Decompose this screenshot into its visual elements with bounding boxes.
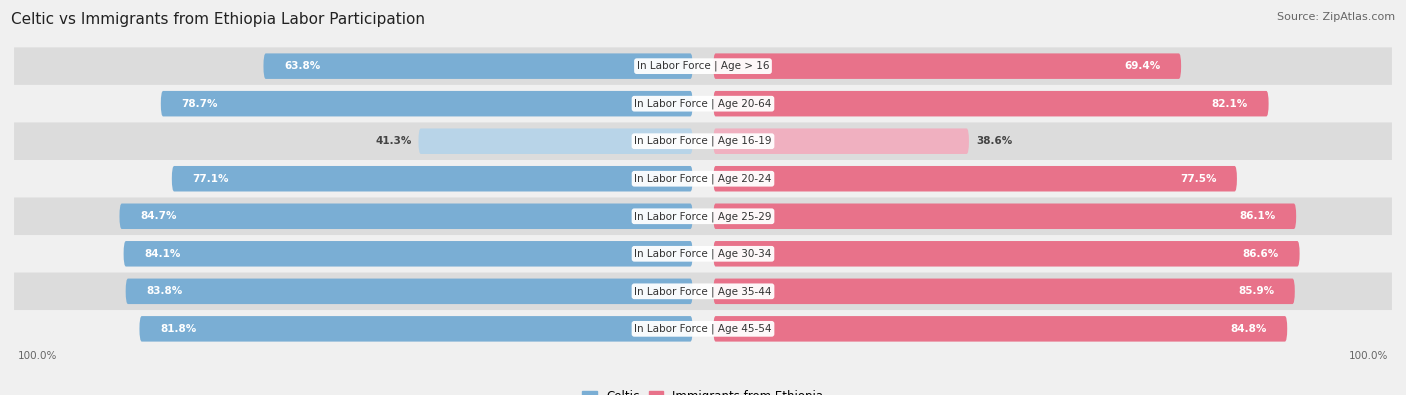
Text: 100.0%: 100.0% — [1350, 351, 1389, 361]
Text: In Labor Force | Age > 16: In Labor Force | Age > 16 — [637, 61, 769, 71]
Text: 78.7%: 78.7% — [181, 99, 218, 109]
Text: 69.4%: 69.4% — [1125, 61, 1160, 71]
FancyBboxPatch shape — [263, 53, 693, 79]
Text: 100.0%: 100.0% — [17, 351, 56, 361]
FancyBboxPatch shape — [14, 85, 1392, 122]
Text: In Labor Force | Age 35-44: In Labor Force | Age 35-44 — [634, 286, 772, 297]
FancyBboxPatch shape — [120, 203, 693, 229]
Text: 41.3%: 41.3% — [375, 136, 412, 146]
FancyBboxPatch shape — [713, 53, 1181, 79]
FancyBboxPatch shape — [14, 122, 1392, 160]
Text: In Labor Force | Age 25-29: In Labor Force | Age 25-29 — [634, 211, 772, 222]
FancyBboxPatch shape — [160, 91, 693, 117]
FancyBboxPatch shape — [713, 203, 1296, 229]
FancyBboxPatch shape — [14, 273, 1392, 310]
Text: 63.8%: 63.8% — [284, 61, 321, 71]
Text: 84.1%: 84.1% — [145, 249, 180, 259]
Text: 84.8%: 84.8% — [1230, 324, 1267, 334]
Text: In Labor Force | Age 16-19: In Labor Force | Age 16-19 — [634, 136, 772, 147]
Text: In Labor Force | Age 30-34: In Labor Force | Age 30-34 — [634, 248, 772, 259]
Text: Celtic vs Immigrants from Ethiopia Labor Participation: Celtic vs Immigrants from Ethiopia Labor… — [11, 12, 425, 27]
FancyBboxPatch shape — [713, 91, 1268, 117]
FancyBboxPatch shape — [713, 278, 1295, 304]
Text: Source: ZipAtlas.com: Source: ZipAtlas.com — [1277, 12, 1395, 22]
FancyBboxPatch shape — [14, 160, 1392, 198]
Text: 84.7%: 84.7% — [141, 211, 177, 221]
Text: In Labor Force | Age 20-64: In Labor Force | Age 20-64 — [634, 98, 772, 109]
FancyBboxPatch shape — [172, 166, 693, 192]
FancyBboxPatch shape — [713, 316, 1288, 342]
Text: 82.1%: 82.1% — [1212, 99, 1249, 109]
FancyBboxPatch shape — [713, 241, 1299, 267]
FancyBboxPatch shape — [124, 241, 693, 267]
FancyBboxPatch shape — [713, 166, 1237, 192]
FancyBboxPatch shape — [419, 128, 693, 154]
FancyBboxPatch shape — [14, 310, 1392, 348]
Legend: Celtic, Immigrants from Ethiopia: Celtic, Immigrants from Ethiopia — [578, 385, 828, 395]
Text: 86.6%: 86.6% — [1243, 249, 1279, 259]
Text: 81.8%: 81.8% — [160, 324, 197, 334]
FancyBboxPatch shape — [713, 128, 969, 154]
Text: 86.1%: 86.1% — [1239, 211, 1275, 221]
FancyBboxPatch shape — [14, 235, 1392, 273]
FancyBboxPatch shape — [139, 316, 693, 342]
FancyBboxPatch shape — [14, 198, 1392, 235]
FancyBboxPatch shape — [125, 278, 693, 304]
Text: 83.8%: 83.8% — [146, 286, 183, 296]
FancyBboxPatch shape — [14, 47, 1392, 85]
Text: In Labor Force | Age 45-54: In Labor Force | Age 45-54 — [634, 324, 772, 334]
Text: 38.6%: 38.6% — [976, 136, 1012, 146]
Text: In Labor Force | Age 20-24: In Labor Force | Age 20-24 — [634, 173, 772, 184]
Text: 85.9%: 85.9% — [1239, 286, 1274, 296]
Text: 77.1%: 77.1% — [193, 174, 229, 184]
Text: 77.5%: 77.5% — [1180, 174, 1216, 184]
